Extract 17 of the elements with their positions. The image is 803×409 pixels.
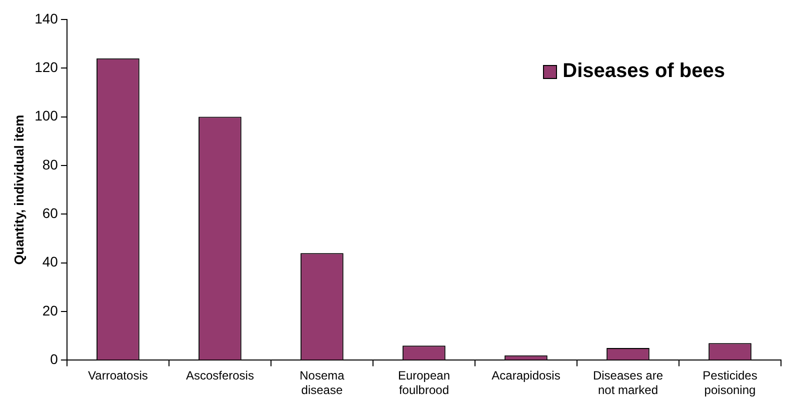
x-tick-label: European foulbrood (398, 368, 450, 398)
x-tick-label: Ascosferosis (186, 368, 254, 383)
x-tick-label: Varroatosis (88, 368, 148, 383)
x-tick-label: Diseases are not marked (592, 368, 664, 398)
y-tick-label: 100 (34, 108, 58, 124)
legend-label: Diseases of bees (562, 60, 725, 83)
y-tick-label: 60 (42, 205, 58, 221)
y-tick-label: 140 (34, 10, 58, 26)
y-axis-title: Quantity, individual item (11, 114, 26, 265)
y-tick-label: 20 (42, 302, 58, 318)
x-tick-label: Acarapidosis (492, 368, 560, 383)
y-tick-label: 80 (42, 156, 58, 172)
y-tick-label: 0 (50, 351, 58, 368)
y-tick-label: 120 (34, 58, 58, 75)
x-tick-label: Nosema disease (300, 368, 345, 398)
x-tick-label: Pesticides poisoning (702, 368, 758, 398)
y-tick-label: 40 (42, 254, 58, 270)
